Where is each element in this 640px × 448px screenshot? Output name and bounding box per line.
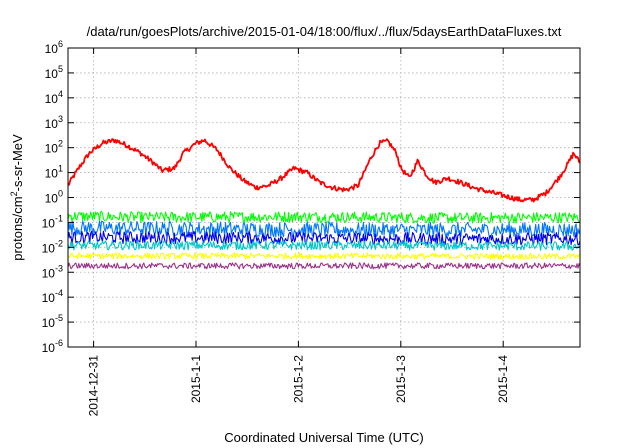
y-tick-label: 102 [45,139,63,156]
series-line-3 [67,230,581,246]
x-tick-label: 2015-1-3 [394,355,408,403]
y-tick-exponent: 2 [58,139,63,149]
y-tick-base: 10 [45,142,59,156]
plot-frame [67,47,581,348]
y-tick-base: 10 [42,316,56,330]
chart-title: /data/run/goesPlots/archive/2015-01-04/1… [87,24,562,39]
y-tick-label: 10-4 [42,288,63,305]
y-tick-exponent: -3 [55,263,63,273]
y-tick-label: 101 [45,164,63,181]
y-tick-label: 100 [45,189,63,206]
y-tick-base: 10 [45,42,59,56]
y-tick-exponent: 4 [58,89,63,99]
y-tick-label: 10-2 [42,238,63,255]
y-tick-exponent: 0 [58,189,63,199]
y-tick-label: 10-5 [42,313,63,330]
y-tick-label: 104 [45,89,63,106]
y-tick-base: 10 [42,291,56,305]
x-tick-labels: 2014-12-31 2015-1-1 2015-1-2 2015-1-3 2015-1… [87,355,511,417]
y-tick-base: 10 [45,192,59,206]
y-tick-base: 10 [42,241,56,255]
y-tick-labels: 10-610-510-410-310-210-11001011021031041… [42,39,63,355]
y-tick-label: 10-6 [42,338,63,355]
series-line-1 [67,210,581,224]
y-axis-label-rest: -s-sr-MeV [10,134,25,191]
y-tick-base: 10 [45,167,59,181]
y-tick-exponent: 6 [58,39,63,49]
y-tick-label: 10-1 [42,213,63,230]
x-tick-label: 2015-1-4 [496,355,510,403]
y-tick-exponent: -6 [55,338,63,348]
series-line-2 [67,220,581,238]
y-tick-label: 10-3 [42,263,63,280]
series-line-6 [67,262,581,270]
y-axis-label: protons/cm2-s-sr-MeV [9,134,25,261]
y-tick-base: 10 [42,341,56,355]
y-tick-exponent: -2 [55,238,63,248]
axis-ticks [68,47,580,348]
y-tick-label: 103 [45,114,63,131]
y-tick-base: 10 [45,117,59,131]
y-axis-label-exponent: 2 [9,191,19,196]
x-tick-label: 2014-12-31 [87,355,101,417]
y-tick-exponent: -4 [55,288,63,298]
y-tick-base: 10 [42,216,56,230]
grid-lines [68,48,580,347]
series-line-4 [67,240,581,251]
y-tick-base: 10 [42,266,56,280]
y-tick-exponent: -1 [55,213,63,223]
y-tick-base: 10 [45,92,59,106]
y-axis-label-main: protons/cm [10,196,25,260]
y-tick-label: 105 [45,64,63,81]
y-tick-exponent: 5 [58,64,63,74]
y-tick-label: 106 [45,39,63,56]
y-tick-base: 10 [45,67,59,81]
series-line-0 [67,138,581,203]
x-axis-label: Coordinated Universal Time (UTC) [224,430,423,445]
x-tick-label: 2015-1-2 [291,355,305,403]
y-tick-exponent: 1 [58,164,63,174]
series-line-5 [67,252,581,260]
y-tick-exponent: 3 [58,114,63,124]
series-lines [67,138,581,270]
x-tick-label: 2015-1-1 [189,355,203,403]
y-tick-exponent: -5 [55,313,63,323]
